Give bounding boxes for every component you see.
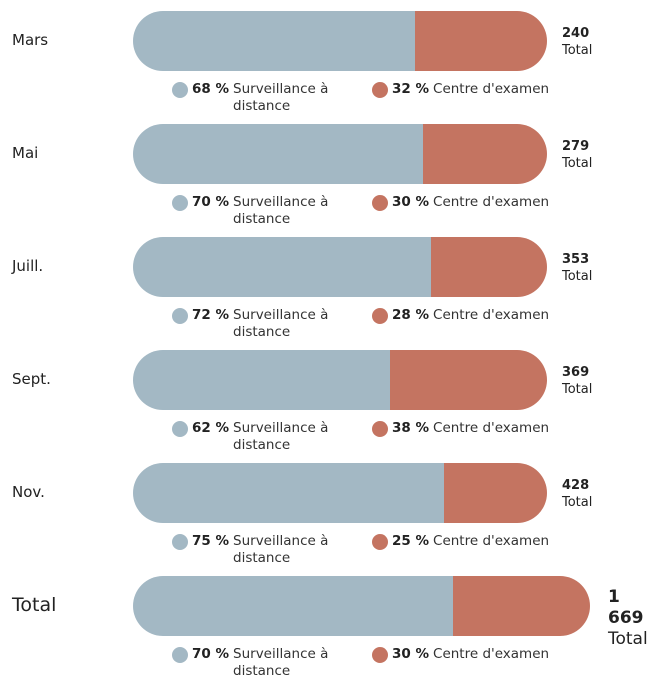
value-label: 68 % [192, 81, 230, 97]
legend-item: 38 % Centre d'examen [372, 420, 633, 437]
total: 1 669 Total [608, 587, 660, 650]
bar [133, 237, 547, 297]
legend-label: Centre d'examen [433, 307, 550, 323]
legend-dot [172, 82, 188, 98]
value-label: 70 % [192, 646, 230, 662]
total-label: Total [608, 629, 648, 649]
total-value: 240 [562, 26, 590, 41]
bar-segment [389, 350, 547, 410]
legend-item: 75 % Surveillance à distance [172, 533, 337, 567]
total: 369 Total [562, 364, 592, 398]
legend-dot [172, 308, 188, 324]
bar [133, 463, 547, 523]
legend-dot [172, 647, 188, 663]
bar-segment [133, 237, 432, 297]
value-label: 30 % [392, 646, 430, 662]
bar-segment [422, 124, 547, 184]
value-label: 38 % [392, 420, 430, 436]
legend-label: Surveillance à distance [233, 307, 329, 340]
total-value: 1 669 [608, 587, 644, 628]
legend-dot [372, 308, 388, 324]
legend-dot [172, 195, 188, 211]
legend-label: Centre d'examen [433, 646, 550, 662]
bar-segment [133, 11, 415, 71]
total-label: Total [562, 495, 593, 510]
legend-label: Surveillance à distance [233, 81, 329, 114]
total: 240 Total [562, 25, 592, 59]
legend-item: 72 % Surveillance à distance [172, 307, 337, 341]
bar [133, 124, 547, 184]
total-label: Total [562, 156, 593, 171]
total-label: Total [562, 382, 593, 397]
value-label: 30 % [392, 194, 430, 210]
bar-segment [431, 237, 547, 297]
legend-dot [372, 82, 388, 98]
bar [133, 576, 590, 636]
legend-dot [372, 195, 388, 211]
legend-label: Surveillance à distance [233, 646, 329, 679]
total-value: 353 [562, 252, 590, 267]
legend-item: 70 % Surveillance à distance [172, 646, 337, 680]
legend-dot [372, 647, 388, 663]
category-label: Total [12, 594, 57, 616]
legend-item: 32 % Centre d'examen [372, 81, 633, 98]
legend-dot [172, 534, 188, 550]
legend-item: 28 % Centre d'examen [372, 307, 633, 324]
legend-item: 68 % Surveillance à distance [172, 81, 337, 115]
total-value: 369 [562, 365, 590, 380]
bar [133, 350, 547, 410]
value-label: 28 % [392, 307, 430, 323]
category-label: Mars [12, 31, 49, 49]
total: 428 Total [562, 477, 592, 511]
bar-segment [133, 124, 423, 184]
total-label: Total [562, 43, 593, 58]
legend-item: 30 % Centre d'examen [372, 194, 633, 211]
legend-item: 25 % Centre d'examen [372, 533, 633, 550]
bar [133, 11, 547, 71]
legend-label: Surveillance à distance [233, 533, 329, 566]
value-label: 25 % [392, 533, 430, 549]
value-label: 72 % [192, 307, 230, 323]
legend-label: Centre d'examen [433, 81, 550, 97]
bar-segment [133, 463, 444, 523]
legend-item: 62 % Surveillance à distance [172, 420, 337, 454]
value-label: 62 % [192, 420, 230, 436]
value-label: 32 % [392, 81, 430, 97]
legend-dot [372, 421, 388, 437]
value-label: 75 % [192, 533, 230, 549]
total-value: 279 [562, 139, 590, 154]
legend-dot [172, 421, 188, 437]
category-label: Juill. [12, 257, 44, 275]
legend-label: Centre d'examen [433, 533, 550, 549]
total-label: Total [562, 269, 593, 284]
bar-segment [452, 576, 590, 636]
legend-label: Centre d'examen [433, 420, 550, 436]
total: 279 Total [562, 138, 592, 172]
category-label: Mai [12, 144, 39, 162]
legend-dot [372, 534, 388, 550]
legend-item: 30 % Centre d'examen [372, 646, 633, 663]
category-label: Sept. [12, 370, 51, 388]
legend-label: Surveillance à distance [233, 420, 329, 453]
total: 353 Total [562, 251, 592, 285]
legend-item: 70 % Surveillance à distance [172, 194, 337, 228]
category-label: Nov. [12, 483, 45, 501]
bar-segment [133, 576, 453, 636]
bar-segment [443, 463, 547, 523]
legend-label: Centre d'examen [433, 194, 550, 210]
value-label: 70 % [192, 194, 230, 210]
bar-segment [133, 350, 390, 410]
total-value: 428 [562, 478, 590, 493]
legend-label: Surveillance à distance [233, 194, 329, 227]
bar-segment [414, 11, 547, 71]
